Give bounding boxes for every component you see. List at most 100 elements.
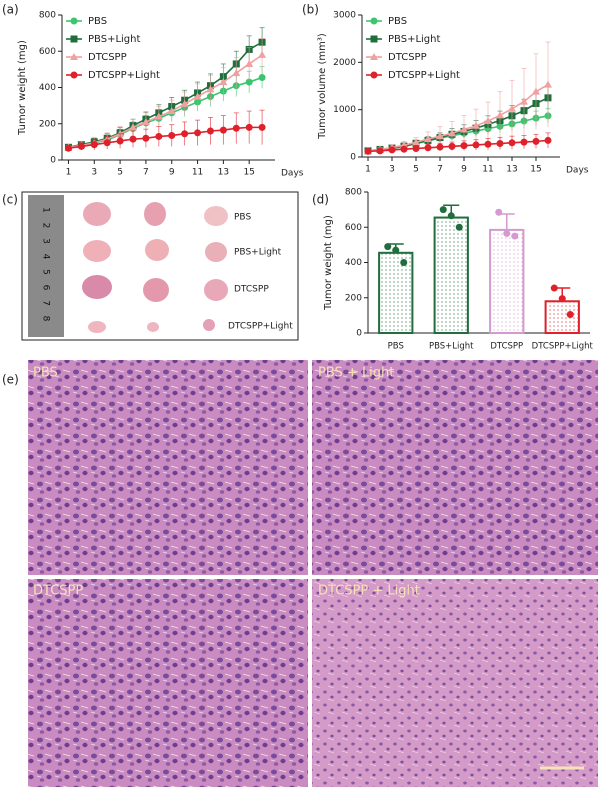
marker (496, 111, 504, 119)
marker (245, 59, 254, 67)
marker (388, 146, 396, 154)
micrograph (312, 360, 598, 575)
marker (219, 126, 227, 134)
bar (378, 251, 414, 334)
data-point (455, 223, 463, 231)
marker (448, 142, 456, 150)
x-tick-label: 1 (365, 165, 371, 175)
marker (436, 132, 444, 140)
legend-marker (370, 71, 378, 79)
marker (181, 130, 189, 138)
series-line (68, 126, 263, 150)
photo-label: DTCSPP (234, 285, 269, 295)
marker (194, 129, 202, 137)
marker (484, 140, 492, 148)
marker (424, 144, 432, 152)
marker (90, 141, 98, 149)
bar (544, 300, 580, 334)
x-tick-label: 11 (192, 168, 203, 178)
y-tick-label: 0 (50, 156, 56, 166)
y-tick-label: 0 (356, 329, 362, 339)
x-tick-label: DTCSPP (490, 342, 523, 352)
marker (532, 137, 540, 145)
micrograph-label: PBS (33, 366, 58, 381)
data-point (384, 243, 392, 251)
legend-label: DTCSPP+Light (388, 70, 460, 81)
y-tick-label: 1000 (333, 105, 356, 115)
marker (258, 50, 267, 58)
marker (245, 123, 253, 131)
y-tick-label: 0 (350, 153, 356, 163)
marker (77, 142, 85, 150)
data-point (550, 284, 558, 292)
photo-label: PBS+Light (234, 248, 282, 258)
marker (424, 135, 432, 143)
x-axis-label: Days (566, 166, 589, 176)
y-tick-label: 400 (39, 83, 56, 93)
marker (400, 145, 408, 153)
marker (532, 87, 540, 95)
marker (116, 129, 125, 137)
marker (154, 112, 163, 120)
x-tick-label: 11 (482, 165, 493, 175)
legend-label: PBS (388, 16, 407, 27)
legend-label: PBS (88, 16, 107, 27)
x-tick-label: DTCSPP+Light (532, 342, 594, 352)
legend-label: PBS+Light (388, 34, 440, 45)
marker (142, 134, 150, 142)
tumors (82, 202, 228, 333)
data-point (447, 212, 455, 220)
ruler-number: 7 (41, 300, 51, 306)
marker (129, 123, 137, 131)
x-tick-label: 9 (169, 168, 175, 178)
marker (484, 117, 492, 125)
x-tick-label: 5 (117, 168, 123, 178)
x-tick-label: 7 (437, 165, 443, 175)
marker (155, 132, 163, 140)
panel-label: (b) (302, 3, 319, 17)
series-line (68, 54, 263, 149)
panel-label: (a) (2, 3, 19, 17)
data-point (566, 310, 574, 318)
ruler (28, 195, 64, 337)
x-tick-label: 3 (91, 168, 97, 178)
legend-marker (70, 53, 78, 60)
ruler-number: 2 (41, 223, 51, 229)
marker (232, 124, 240, 132)
bar (489, 228, 525, 334)
marker (193, 92, 202, 100)
ruler-number: 4 (41, 254, 51, 260)
micrograph (28, 579, 308, 787)
y-tick-label: 600 (345, 223, 362, 233)
ruler-number: 6 (41, 285, 51, 291)
panel-label: (d) (312, 193, 329, 207)
y-axis-label: Tumor weight (mg) (323, 215, 334, 311)
micrograph (28, 360, 308, 575)
y-tick-label: 400 (345, 258, 362, 268)
legend-marker (70, 35, 78, 43)
marker (258, 74, 266, 82)
marker (364, 147, 372, 155)
legend-label: PBS+Light (88, 34, 140, 45)
y-tick-label: 200 (39, 119, 56, 129)
marker (472, 121, 480, 129)
marker (544, 136, 552, 144)
marker (180, 99, 189, 107)
data-point (511, 232, 519, 240)
y-axis-label: Tumor weight (mg) (17, 40, 28, 136)
photo-label: PBS (234, 213, 251, 223)
y-axis-label: Tumor volume (mm³) (317, 33, 328, 140)
x-tick-label: 5 (413, 165, 419, 175)
ruler-number: 3 (41, 238, 51, 244)
x-tick-label: 15 (243, 168, 254, 178)
marker (245, 78, 253, 86)
micrograph-label: DTCSPP + Light (318, 584, 420, 599)
marker (412, 138, 420, 146)
data-point (392, 246, 400, 254)
legend-marker (70, 71, 78, 79)
marker (520, 138, 528, 146)
series-line (367, 139, 549, 153)
x-tick-label: 15 (530, 165, 541, 175)
